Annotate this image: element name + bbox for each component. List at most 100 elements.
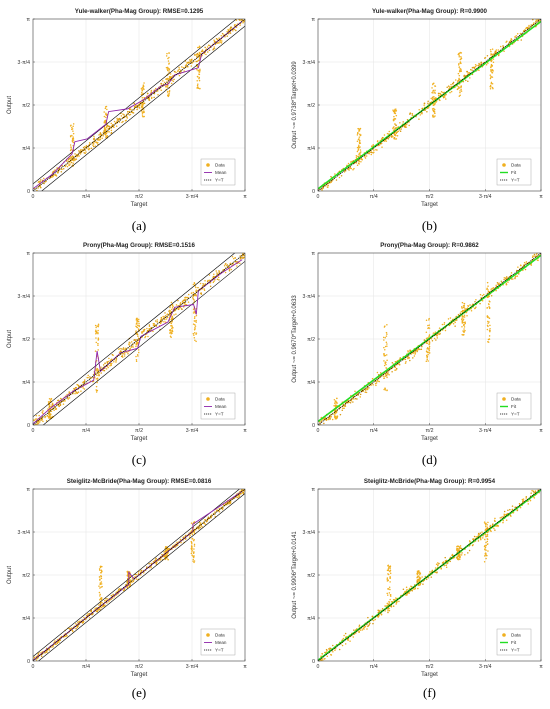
outlier-point — [99, 587, 101, 589]
outlier-point — [425, 331, 428, 333]
x-tick-label: 3·π/4 — [479, 194, 492, 200]
outlier-point — [427, 327, 429, 330]
data-point — [402, 121, 404, 123]
data-point — [490, 294, 493, 297]
outlier-point — [193, 521, 196, 523]
data-point — [414, 350, 416, 353]
data-point — [124, 119, 127, 122]
outlier-point — [489, 87, 492, 90]
data-point — [62, 167, 65, 170]
data-marker — [173, 70, 176, 73]
outlier-point — [488, 307, 491, 310]
outlier-point — [97, 329, 99, 332]
outlier-point — [96, 381, 98, 384]
data-point — [42, 412, 44, 415]
outlier-point — [457, 558, 460, 560]
data-point — [530, 264, 533, 266]
data-point — [178, 308, 180, 310]
data-point — [349, 640, 351, 642]
outlier-point — [484, 546, 487, 549]
data-point — [388, 607, 390, 610]
panel-b: 00π/4π/4π/2π/23·π/43·π/4ππYule-walker(Ph… — [292, 8, 543, 233]
data-point — [376, 149, 378, 151]
outlier-point — [100, 577, 103, 580]
data-point — [522, 499, 524, 502]
data-point — [150, 566, 152, 569]
data-point — [97, 139, 99, 141]
outlier-point — [193, 561, 195, 564]
data-point — [525, 262, 527, 265]
data-point — [218, 511, 221, 513]
data-point — [478, 533, 480, 536]
data-point — [44, 416, 46, 419]
data-point — [129, 347, 131, 350]
data-point — [96, 369, 98, 371]
data-point — [368, 152, 371, 155]
outlier-point — [69, 135, 72, 138]
outlier-point — [193, 298, 195, 301]
data-point — [437, 562, 439, 564]
data-point — [496, 282, 499, 284]
data-point — [477, 532, 480, 535]
data-point — [198, 528, 200, 530]
data-point — [166, 316, 168, 318]
outlier-point — [458, 95, 461, 97]
outlier-point — [142, 85, 145, 87]
data-point — [405, 126, 408, 128]
data-point — [360, 161, 362, 163]
data-point — [48, 405, 51, 408]
data-point — [213, 280, 215, 283]
data-point — [506, 277, 508, 279]
data-point — [324, 651, 326, 654]
data-point — [76, 383, 78, 386]
data-point — [495, 525, 498, 527]
outlier-point — [460, 55, 462, 58]
data-point — [208, 49, 211, 51]
data-point — [405, 586, 408, 588]
outlier-point — [460, 85, 462, 88]
data-point — [445, 564, 447, 567]
data-point — [40, 419, 42, 421]
x-tick-label: 0 — [32, 194, 35, 200]
outlier-point — [389, 577, 392, 579]
x-tick-label: π — [243, 664, 247, 670]
x-tick-label: π — [243, 428, 247, 434]
outlier-point — [100, 571, 102, 574]
data-point — [98, 607, 101, 610]
outlier-point — [98, 591, 101, 594]
outlier-point — [490, 81, 493, 84]
data-point — [143, 330, 145, 333]
data-point — [102, 364, 105, 366]
data-point — [373, 151, 375, 154]
data-point — [214, 43, 217, 46]
data-marker — [52, 170, 55, 173]
data-point — [239, 262, 241, 265]
data-point — [505, 282, 508, 285]
data-point — [371, 615, 374, 617]
data-point — [406, 118, 409, 121]
data-point — [376, 371, 379, 374]
outlier-point — [359, 127, 362, 130]
data-point — [430, 576, 433, 578]
outlier-point — [95, 385, 98, 388]
x-tick-label: π/2 — [135, 664, 143, 670]
data-point — [507, 281, 509, 283]
outlier-point — [356, 146, 359, 149]
data-point — [38, 180, 40, 183]
outlier-point — [392, 126, 395, 129]
data-point — [235, 29, 237, 32]
outlier-point — [72, 123, 75, 125]
data-point — [184, 301, 187, 304]
outlier-point — [395, 138, 398, 140]
outlier-point — [389, 588, 391, 591]
outlier-point — [464, 307, 466, 310]
data-point — [525, 497, 527, 499]
y-tick-label: 0 — [27, 189, 30, 195]
data-point — [189, 534, 191, 536]
outlier-point — [136, 353, 139, 356]
data-point — [150, 91, 152, 93]
data-point — [239, 19, 241, 21]
outlier-point — [393, 109, 396, 112]
data-point — [194, 53, 196, 56]
outlier-point — [95, 326, 97, 329]
